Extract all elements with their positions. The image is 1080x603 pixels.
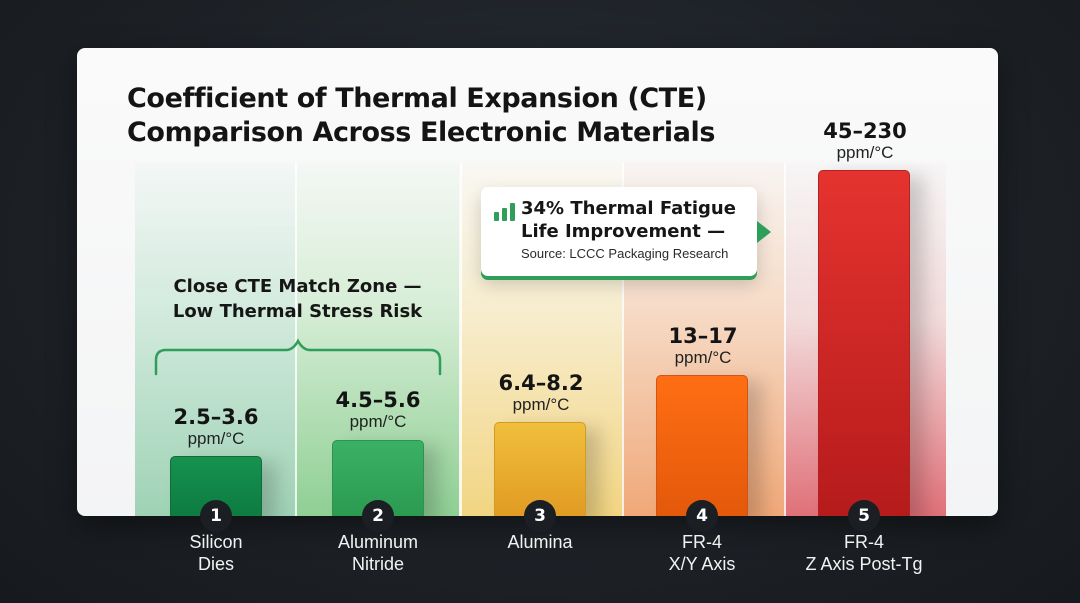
category-line-2: Nitride <box>351 554 404 574</box>
chart-panel: Coefficient of Thermal Expansion (CTE) C… <box>77 48 998 516</box>
value-number: 2.5–3.6 <box>173 405 259 429</box>
curly-brace-icon <box>154 338 442 376</box>
callout-headline-2: Life Improvement — <box>521 221 726 242</box>
chart-title: Coefficient of Thermal Expansion (CTE) C… <box>127 82 767 150</box>
category-line-1: FR-4 <box>682 532 722 552</box>
value-unit: ppm/°C <box>349 412 407 431</box>
callout-headline-1: 34% Thermal Fatigue <box>521 198 736 219</box>
value-label-alumina: 6.4–8.2 ppm/°C <box>460 371 622 414</box>
close-cte-match-zone-label: Close CTE Match Zone — Low Thermal Stres… <box>135 274 460 324</box>
category-line-1: Silicon <box>189 532 243 552</box>
category-label-fr4-xy: FR-4 X/Y Axis <box>621 531 783 575</box>
category-line-2: Dies <box>197 554 234 574</box>
callout-source: Source: LCCC Packaging Research <box>521 246 729 261</box>
title-line-1: Coefficient of Thermal Expansion (CTE) <box>127 83 707 114</box>
value-number: 6.4–8.2 <box>498 371 584 395</box>
category-line-2: Z Axis Post-Tg <box>805 554 923 574</box>
category-label-silicon-dies: Silicon Dies <box>135 531 297 575</box>
value-label-silicon-dies: 2.5–3.6 ppm/°C <box>135 405 297 448</box>
index-badge-5: 5 <box>848 500 880 532</box>
value-label-fr4-xy: 13–17 ppm/°C <box>622 324 784 367</box>
category-line-1: Aluminum <box>337 532 419 552</box>
value-unit: ppm/°C <box>187 429 245 448</box>
bar-chart-icon <box>494 203 515 221</box>
zone-label-line-2: Low Thermal Stress Risk <box>172 301 423 322</box>
value-label-fr4-z: 45–230 ppm/°C <box>784 119 946 162</box>
arrow-right-icon <box>757 221 771 243</box>
zone-label-line-1: Close CTE Match Zone — <box>173 276 422 297</box>
index-badge-2: 2 <box>362 500 394 532</box>
index-badge-1: 1 <box>200 500 232 532</box>
value-unit: ppm/°C <box>512 395 570 414</box>
category-label-alumina: Alumina <box>459 531 621 553</box>
fatigue-improvement-callout: 34% Thermal Fatigue Life Improvement — S… <box>481 187 771 276</box>
bar-fr4-xy <box>656 375 748 516</box>
category-line-1: FR-4 <box>844 532 884 552</box>
index-badge-4: 4 <box>686 500 718 532</box>
title-line-2: Comparison Across Electronic Materials <box>127 117 716 148</box>
category-line-2: X/Y Axis <box>668 554 736 574</box>
value-number: 45–230 <box>823 119 907 143</box>
bar-fr4-z <box>818 170 910 516</box>
value-unit: ppm/°C <box>836 143 894 162</box>
value-unit: ppm/°C <box>674 348 732 367</box>
category-label-aluminum-nitride: Aluminum Nitride <box>297 531 459 575</box>
value-number: 4.5–5.6 <box>335 388 421 412</box>
category-line-1: Alumina <box>507 532 573 552</box>
category-label-fr4-z: FR-4 Z Axis Post-Tg <box>783 531 945 575</box>
value-label-aluminum-nitride: 4.5–5.6 ppm/°C <box>297 388 459 431</box>
value-number: 13–17 <box>668 324 738 348</box>
bar-aluminum-nitride <box>332 440 424 516</box>
index-badge-3: 3 <box>524 500 556 532</box>
